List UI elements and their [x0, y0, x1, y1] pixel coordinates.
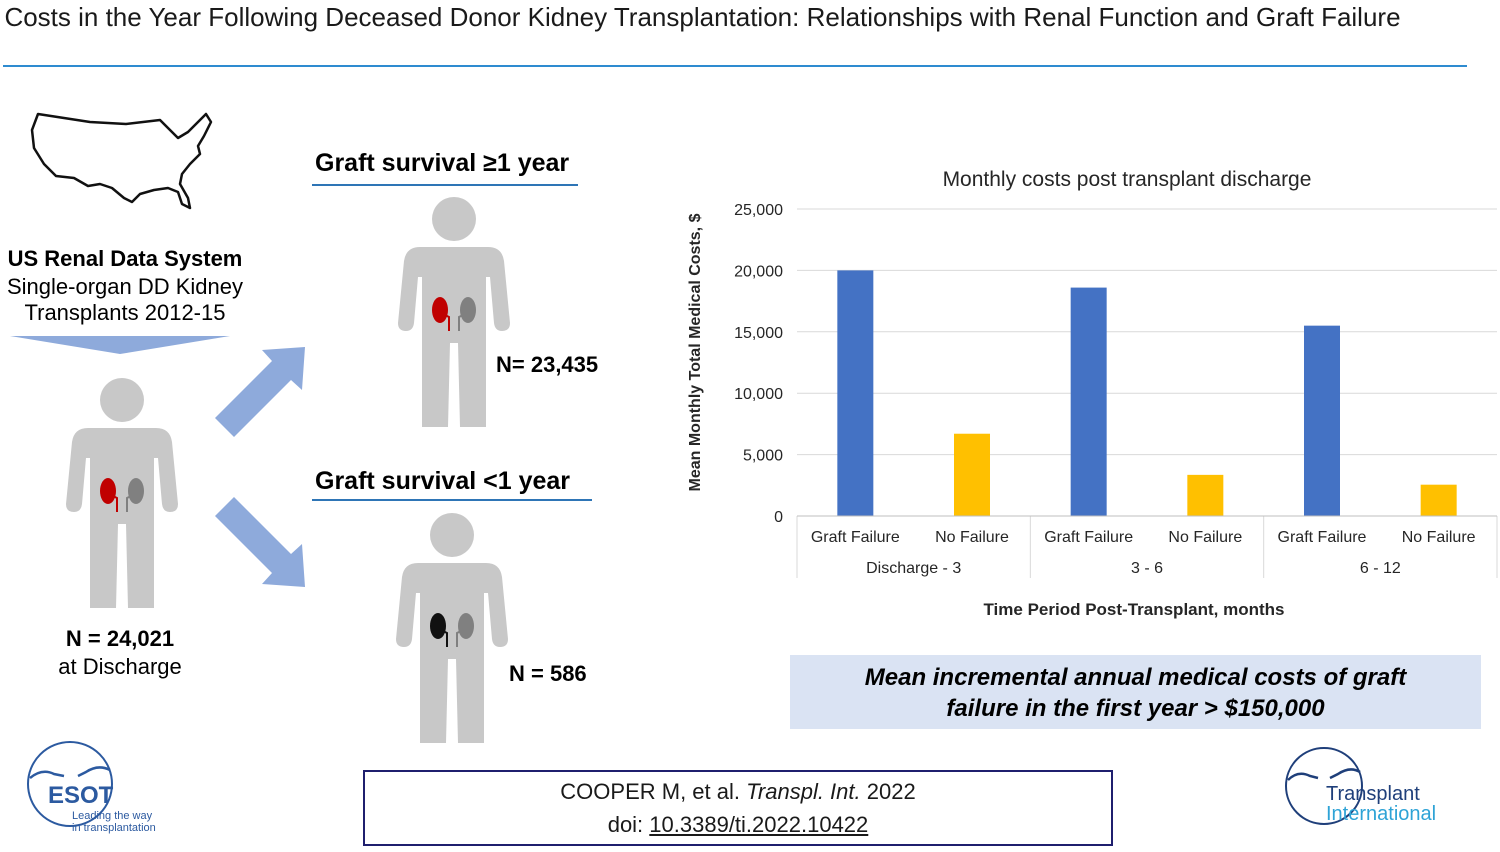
arrow-up-right-icon	[215, 347, 305, 437]
bar-graft-failure	[1304, 325, 1340, 516]
citation-box: COOPER M, et al. Transpl. Int. 2022 doi:…	[363, 770, 1113, 846]
x-group-label: 6 - 12	[1360, 560, 1401, 577]
citation-journal: Transpl. Int.	[746, 779, 861, 804]
outcome-heading-survival: Graft survival ≥1 year	[315, 149, 570, 177]
survival-figure-icon	[398, 197, 510, 427]
citation-authors: COOPER M, et al.	[560, 779, 747, 804]
y-tick-label: 10,000	[734, 386, 783, 403]
x-group-label: 3 - 6	[1131, 560, 1163, 577]
cost-banner: Mean incremental annual medical costs of…	[790, 655, 1481, 729]
cost-chart: Monthly costs post transplant discharge …	[687, 168, 1498, 619]
bar-no-failure	[954, 433, 990, 516]
x-category-label: Graft Failure	[811, 529, 900, 546]
y-tick-label: 15,000	[734, 325, 783, 342]
bar-no-failure	[1187, 474, 1224, 516]
esot-tagline-1: Leading the way	[72, 810, 153, 822]
us-map-icon	[30, 112, 213, 210]
y-axis-label: Mean Monthly Total Medical Costs, $	[687, 213, 704, 491]
source-line-1: Single-organ DD Kidney	[6, 274, 244, 299]
esot-tagline-2: in transplantation	[72, 822, 156, 834]
banner-line-2: failure in the first year > $150,000	[946, 695, 1325, 722]
bar-graft-failure	[837, 270, 874, 516]
ti-line-2: International	[1326, 803, 1437, 825]
transplant-international-logo: Transplant International	[1282, 744, 1482, 834]
doi-link[interactable]: 10.3389/ti.2022.10422	[649, 812, 869, 837]
failure-figure-icon	[396, 513, 508, 743]
esot-logo: ESOT Leading the way in transplantation	[24, 738, 184, 838]
outcome-heading-failure: Graft survival <1 year	[315, 467, 571, 495]
y-tick-label: 0	[774, 509, 783, 526]
x-category-label: No Failure	[935, 529, 1009, 546]
esot-name: ESOT	[48, 782, 114, 809]
discharge-count: N = 24,021	[65, 626, 175, 651]
x-category-label: Graft Failure	[1044, 529, 1133, 546]
down-arrow-icon	[10, 336, 230, 354]
bar-no-failure	[1420, 484, 1457, 516]
page-title: Costs in the Year Following Deceased Don…	[4, 2, 1401, 32]
arrow-down-right-icon	[215, 497, 305, 587]
title-divider	[3, 65, 1467, 67]
source-heading: US Renal Data System	[7, 246, 243, 271]
citation-doi-label: doi:	[607, 812, 650, 837]
bar-graft-failure	[1070, 287, 1107, 516]
ti-line-1: Transplant	[1326, 783, 1420, 805]
x-category-label: No Failure	[1168, 529, 1242, 546]
ti-emblem-icon	[1285, 747, 1363, 825]
patient-figure-icon	[66, 378, 178, 608]
x-category-label: Graft Failure	[1278, 529, 1367, 546]
source-line-2: Transplants 2012-15	[24, 300, 226, 325]
y-tick-label: 25,000	[734, 202, 783, 219]
outcome-divider	[312, 184, 578, 186]
x-axis-label: Time Period Post-Transplant, months	[983, 600, 1284, 619]
survival-count: N= 23,435	[496, 352, 599, 377]
chart-title: Monthly costs post transplant discharge	[943, 168, 1312, 191]
y-tick-label: 20,000	[734, 263, 783, 280]
esot-emblem-icon	[27, 741, 113, 827]
outcome-divider	[312, 499, 592, 501]
x-group-label: Discharge - 3	[866, 560, 961, 577]
failure-count: N = 586	[509, 661, 587, 686]
citation-year: 2022	[860, 779, 916, 804]
x-category-label: No Failure	[1402, 529, 1476, 546]
banner-line-1: Mean incremental annual medical costs of…	[864, 664, 1407, 691]
discharge-count-sub: at Discharge	[58, 654, 182, 679]
y-tick-label: 5,000	[743, 448, 783, 465]
